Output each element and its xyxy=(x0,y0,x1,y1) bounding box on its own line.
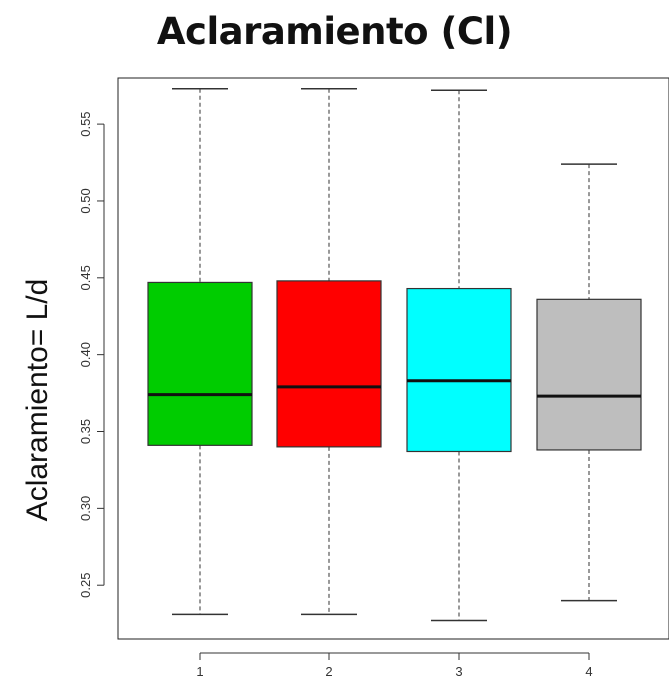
x-tick-label: 1 xyxy=(196,664,203,679)
iqr-box xyxy=(276,280,382,448)
x-axis: 1 2 3 4 xyxy=(196,652,593,679)
y-tick-label: 0.45 xyxy=(78,265,93,290)
y-tick-label: 0.40 xyxy=(78,342,93,367)
y-tick-label: 0.25 xyxy=(78,573,93,598)
y-tick-label: 0.35 xyxy=(78,419,93,444)
chart-title: Aclaramiento (Cl) xyxy=(156,10,513,53)
x-tick-label: 3 xyxy=(455,664,462,679)
y-tick-label: 0.30 xyxy=(78,496,93,521)
box-2 xyxy=(276,88,382,616)
y-axis: 0.25 0.30 0.35 0.40 0.45 0.50 0.55 xyxy=(78,111,105,598)
box-4 xyxy=(536,163,642,602)
plot-area-frame xyxy=(117,77,669,640)
x-tick-label: 2 xyxy=(325,664,332,679)
y-tick-label: 0.50 xyxy=(78,188,93,213)
iqr-box xyxy=(536,298,642,451)
box-1 xyxy=(147,88,253,616)
y-tick-label: 0.55 xyxy=(78,111,93,136)
box-3 xyxy=(406,89,512,622)
box-series xyxy=(147,88,642,622)
iqr-box xyxy=(406,287,512,453)
iqr-box xyxy=(147,281,253,446)
y-axis-label: Aclaramiento= L/d xyxy=(21,279,54,522)
x-tick-label: 4 xyxy=(585,664,592,679)
